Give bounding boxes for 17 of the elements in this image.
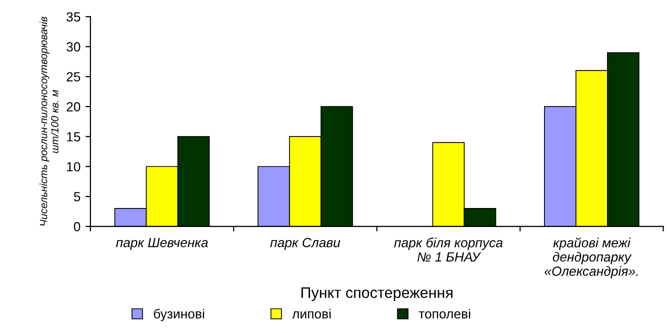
y-tick-label: 0 <box>74 222 80 232</box>
x-tick-label: крайові межі дендропарку «Олександрія». <box>544 238 638 278</box>
y-tick-label: 5 <box>74 192 80 202</box>
legend-label: липові <box>292 308 331 319</box>
y-axis-title: Чисельність рослин-пилоносоутворювачів шт/100 кв. м <box>40 16 58 226</box>
legend-label: бузинові <box>154 308 204 322</box>
y-tick-label: 35 <box>66 12 80 22</box>
x-tick-label: парк біля корпуса № 1 БНАУ <box>394 238 503 262</box>
legend-label: тополеві <box>418 308 470 319</box>
x-axis-title: Пункт спостереження <box>302 287 452 302</box>
y-tick-label: 25 <box>66 72 80 82</box>
y-tick-label: 10 <box>67 162 80 172</box>
x-tick-label: парк Шевченка <box>116 238 208 250</box>
y-tick-label: 15 <box>67 132 80 142</box>
y-tick-label: 20 <box>66 102 80 112</box>
y-tick-label: 30 <box>66 42 80 52</box>
x-tick-label: парк Слави <box>270 238 340 250</box>
